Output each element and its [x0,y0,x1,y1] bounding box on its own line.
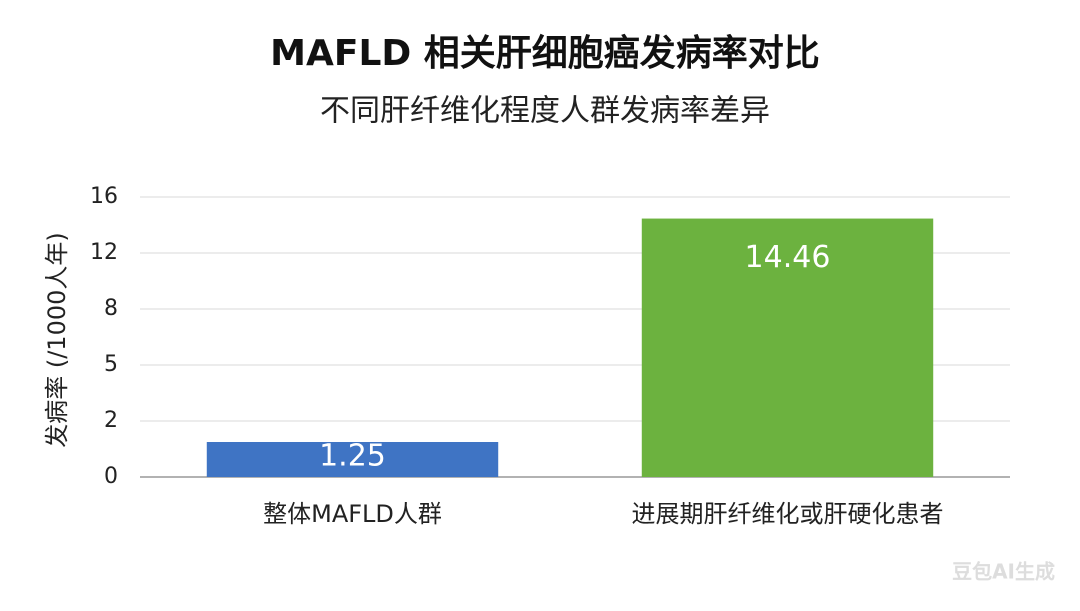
bar [641,218,934,477]
x-tick-label: 进展期肝纤维化或肝硬化患者 [632,500,944,528]
y-tick-label: 16 [90,184,118,209]
bar [206,442,499,477]
x-tick-label: 整体MAFLD人群 [263,500,442,528]
y-axis-label: 发病率 (/1000人年) [43,232,71,448]
watermark: 豆包AI生成 [952,560,1055,584]
value-label: 1.25 [319,439,386,474]
chart-title: MAFLD 相关肝细胞癌发病率对比 [270,33,820,74]
value-label: 14.46 [745,240,831,275]
y-tick-label: 0 [104,464,118,489]
chart-subtitle: 不同肝纤维化程度人群发病率差异 [320,94,770,129]
y-tick-label: 2 [104,408,118,433]
y-tick-label: 5 [104,352,118,377]
y-tick-label: 8 [104,296,118,321]
y-tick-label: 12 [90,240,118,265]
